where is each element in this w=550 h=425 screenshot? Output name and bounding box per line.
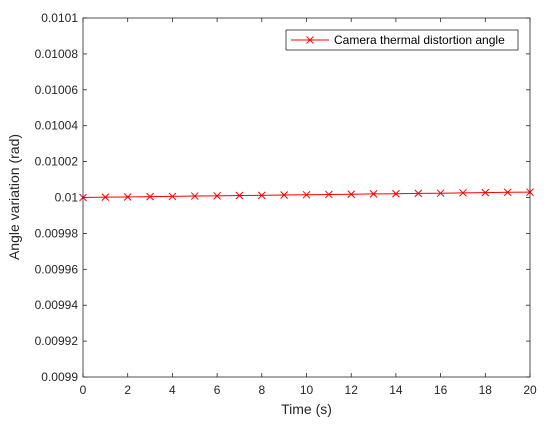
y-axis: 0.0099 0.00992 0.00994 0.00996 0.00998 0.01 0.… xyxy=(35,11,530,384)
legend: Camera thermal distortion angle xyxy=(285,29,519,51)
data-point-marker xyxy=(235,191,244,200)
y-tick-label: 0.01 xyxy=(55,191,79,205)
y-tick-label: 0.01002 xyxy=(35,155,79,169)
data-point-marker xyxy=(459,188,467,197)
data-point-marker xyxy=(481,188,490,197)
x-tick-label: 16 xyxy=(434,383,448,397)
x-axis: 0 2 4 6 8 10 12 14 16 18 20 xyxy=(80,18,537,397)
data-point-marker xyxy=(168,192,177,201)
y-tick-label: 0.0101 xyxy=(41,11,78,25)
y-axis-title: Angle variation (rad) xyxy=(6,134,22,260)
data-point-marker xyxy=(280,191,289,199)
data-point-marker xyxy=(302,190,311,199)
x-tick-label: 6 xyxy=(214,383,221,397)
legend-marker-swatch xyxy=(306,36,314,44)
data-point-marker xyxy=(414,189,423,198)
data-point-marker xyxy=(392,189,400,198)
x-tick-label: 14 xyxy=(389,383,403,397)
x-tick-label: 8 xyxy=(258,383,265,397)
y-tick-label: 0.00996 xyxy=(35,262,79,276)
x-tick-label: 12 xyxy=(345,383,359,397)
data-point-marker xyxy=(123,193,132,201)
data-point-marker xyxy=(436,189,445,198)
x-tick-label: 20 xyxy=(523,383,537,397)
y-tick-label: 0.00998 xyxy=(35,226,79,240)
data-point-marker xyxy=(146,192,154,201)
legend-label: Camera thermal distortion angle xyxy=(334,33,505,47)
plot-area xyxy=(83,18,530,377)
legend-marker-x xyxy=(306,36,314,44)
x-tick-label: 10 xyxy=(300,383,314,397)
y-tick-label: 0.01006 xyxy=(35,83,79,97)
data-point-marker xyxy=(369,190,378,198)
data-point-marker xyxy=(324,190,333,199)
data-point-marker xyxy=(101,193,110,201)
x-tick-label: 18 xyxy=(479,383,493,397)
data-point-marker xyxy=(347,190,356,199)
data-point-marker xyxy=(190,192,199,200)
data-point-marker xyxy=(503,188,512,197)
y-tick-label: 0.01008 xyxy=(35,47,79,61)
y-tick-label: 0.0099 xyxy=(41,370,78,384)
x-tick-label: 0 xyxy=(80,383,87,397)
y-tick-label: 0.00994 xyxy=(35,298,79,312)
x-tick-label: 2 xyxy=(124,383,131,397)
plot-frame xyxy=(82,17,531,378)
series-layer xyxy=(79,188,534,202)
x-axis-title: Time (s) xyxy=(281,401,332,417)
data-point-marker xyxy=(257,191,266,200)
x-tick-label: 4 xyxy=(169,383,176,397)
y-tick-label: 0.00992 xyxy=(35,334,79,348)
data-point-marker xyxy=(213,192,221,200)
legend-box xyxy=(285,29,519,51)
y-tick-label: 0.01004 xyxy=(35,119,79,133)
